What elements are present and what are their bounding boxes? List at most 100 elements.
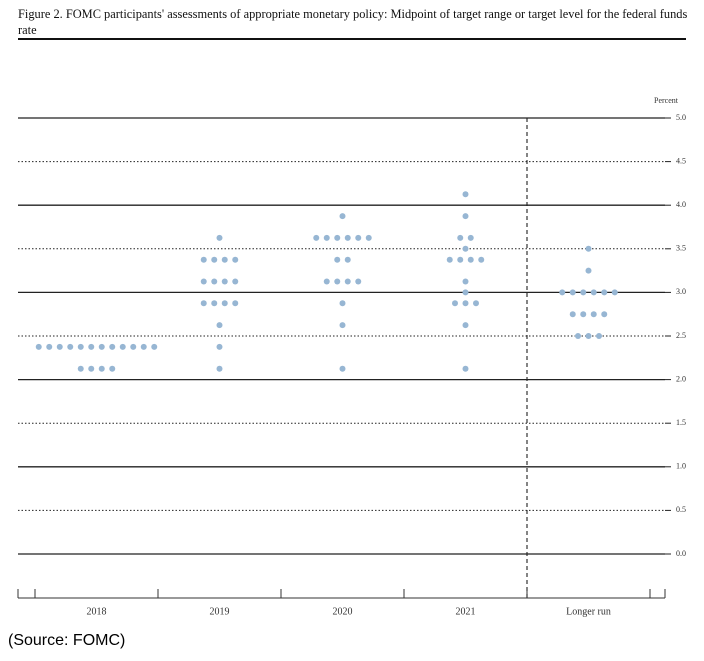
dot: [200, 256, 207, 263]
dot: [585, 333, 592, 339]
dot: [559, 289, 566, 296]
dot: [452, 300, 458, 307]
x-tick-label: 2018: [87, 606, 107, 617]
dot: [446, 256, 453, 263]
dot: [151, 343, 158, 350]
y-tick-label: 2.5: [676, 331, 686, 340]
dot: [221, 256, 228, 263]
dot: [355, 234, 362, 241]
dot: [130, 343, 137, 350]
dot: [211, 300, 218, 307]
dot: [46, 343, 53, 350]
y-tick-label: 1.5: [676, 418, 686, 427]
dot: [611, 289, 618, 296]
dot: [232, 256, 239, 263]
y-tick-label: 3.5: [676, 244, 686, 253]
y-tick-label: 0.5: [676, 505, 686, 514]
dot: [575, 333, 581, 339]
x-tick-label: Longer run: [566, 606, 611, 617]
dot: [462, 245, 469, 252]
dot: [462, 322, 469, 329]
dot: [232, 300, 239, 307]
y-tick-label: 4.5: [676, 156, 686, 165]
dot: [200, 300, 207, 307]
dot: [313, 234, 320, 241]
y-tick-label: 0.0: [676, 549, 686, 558]
dot: [569, 289, 576, 296]
dot: [98, 365, 105, 372]
dot: [200, 278, 207, 285]
dot: [467, 234, 474, 241]
dot: [334, 234, 341, 241]
dot: [323, 234, 330, 241]
dot: [601, 289, 608, 296]
y-tick-label: 1.0: [676, 462, 686, 471]
dot: [344, 256, 351, 263]
dot: [334, 256, 341, 263]
dot: [334, 278, 341, 285]
y-tick-label: 3.0: [676, 287, 686, 296]
dot: [56, 343, 63, 350]
dot: [462, 289, 469, 296]
dot: [216, 365, 223, 372]
dot: [585, 267, 592, 274]
dot: [232, 278, 239, 285]
dot: [462, 365, 469, 372]
dot: [462, 278, 469, 285]
dot: [211, 256, 218, 263]
dot: [339, 300, 346, 307]
dot: [457, 256, 464, 263]
dot: [88, 365, 95, 372]
x-tick-label: 2021: [456, 606, 476, 617]
dot: [462, 300, 469, 307]
title-rule: [18, 38, 686, 40]
y-tick-label: 4.0: [676, 200, 686, 209]
dot: [98, 343, 105, 350]
dot: [35, 343, 42, 350]
dot: [590, 311, 597, 318]
dot: [216, 343, 223, 350]
dot: [323, 278, 330, 285]
dot: [221, 300, 228, 307]
dot: [590, 289, 597, 296]
source-note: (Source: FOMC): [8, 632, 126, 649]
dot: [580, 289, 587, 296]
dot: [119, 343, 126, 350]
dot: [467, 256, 474, 263]
x-tick-label: 2019: [210, 606, 230, 617]
dot: [77, 343, 84, 350]
dot: [355, 278, 362, 285]
y-tick-label: 2.0: [676, 374, 686, 383]
dot: [596, 333, 602, 339]
dot: [77, 365, 84, 372]
dot: [109, 365, 116, 372]
dot: [473, 300, 479, 307]
dot: [457, 234, 464, 241]
dot: [585, 245, 592, 252]
chart-title: Figure 2. FOMC participants' assessments…: [18, 7, 688, 37]
dot: [580, 311, 587, 318]
x-tick-label: 2020: [333, 606, 353, 617]
dot: [216, 234, 223, 241]
dot: [462, 191, 469, 198]
dot: [344, 234, 351, 241]
dot: [365, 234, 372, 241]
dot: [601, 311, 608, 318]
dot: [216, 322, 223, 329]
dot: [344, 278, 351, 285]
dot: [462, 213, 469, 220]
dot: [339, 365, 346, 372]
dot: [109, 343, 116, 350]
dot: [339, 322, 346, 329]
dot: [211, 278, 218, 285]
dot: [140, 343, 147, 350]
dot: [88, 343, 95, 350]
dot: [67, 343, 74, 350]
dot: [569, 311, 576, 318]
y-tick-label: 5.0: [676, 113, 686, 122]
dot: [221, 278, 228, 285]
y-axis-label: Percent: [654, 96, 679, 105]
dot: [339, 213, 346, 220]
